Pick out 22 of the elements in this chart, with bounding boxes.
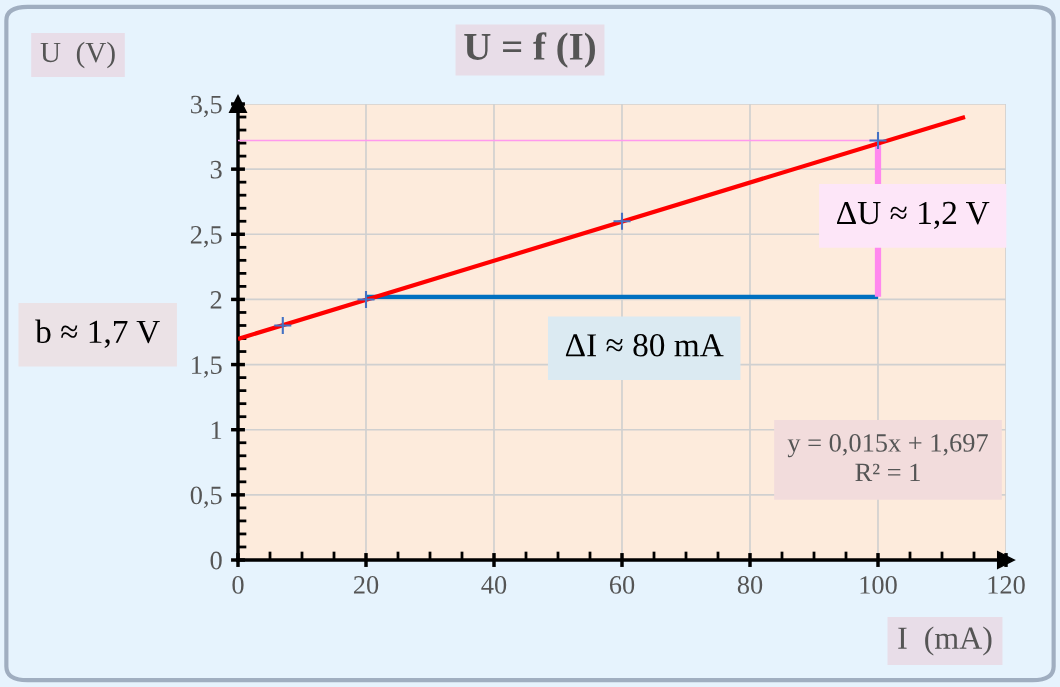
y-tick-label: 1 (211, 421, 222, 439)
annotation: b ≈ 1,7 V (35, 319, 160, 348)
y-tick-label: 2 (210, 291, 222, 309)
x-tick-label: 80 (737, 576, 763, 594)
annotation: ΔU ≈ 1,2 V (837, 201, 990, 230)
x-tick-label: 40 (481, 576, 507, 594)
annotation: ΔI ≈ 80 mA (565, 334, 724, 357)
chart-title: U = f (I) (464, 32, 595, 68)
annotation: y = 0,015x + 1,697 R² = 1 (787, 434, 988, 482)
y-tick-label: 3,5 (191, 95, 222, 118)
y-tick-label: 3 (210, 160, 222, 179)
x-tick-label: 0 (232, 576, 244, 594)
y-tick-label: 0 (210, 551, 222, 570)
x-axis-title: I (mA) (898, 626, 992, 656)
y-tick-label: 1,5 (192, 356, 222, 378)
x-tick-label: 60 (609, 576, 635, 594)
x-tick-label: 120 (988, 576, 1025, 594)
y-axis-title: U (V) (40, 41, 115, 69)
x-tick-label: 20 (353, 576, 379, 594)
y-tick-label: 0,5 (190, 486, 222, 509)
x-tick-label: 100 (860, 576, 897, 594)
y-tick-label: 2,5 (190, 225, 222, 248)
